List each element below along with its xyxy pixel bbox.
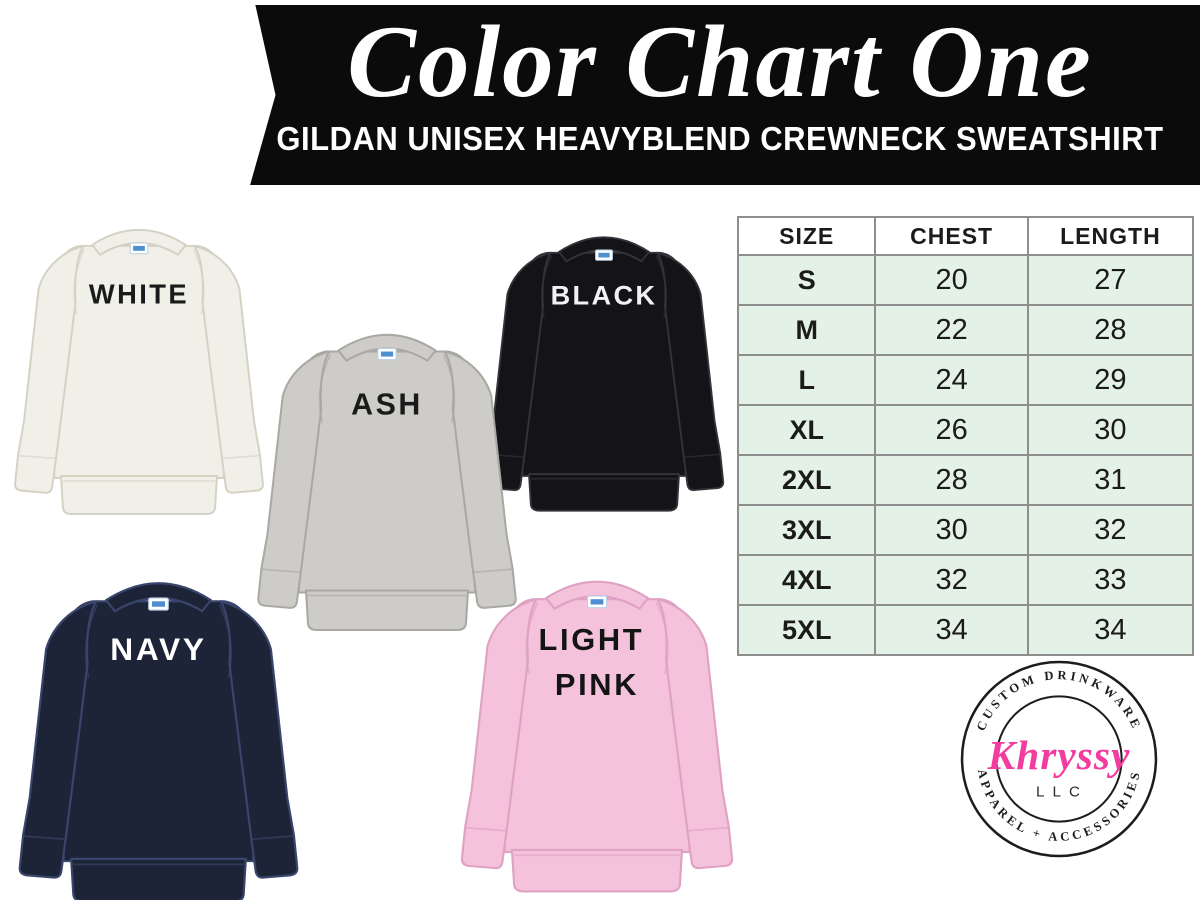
sleeve-left: [257, 350, 331, 609]
cell-length: 32: [1026, 504, 1195, 556]
size-chart-table: SIZE CHEST LENGTH S 20 27 M 22 28 L 24 2…: [736, 216, 1195, 656]
cell-length: 34: [1026, 604, 1195, 656]
collar: [544, 580, 650, 610]
cell-chest: 30: [874, 504, 1029, 556]
waistband: [510, 848, 684, 893]
cell-chest: 22: [874, 304, 1029, 356]
sleeve-right: [656, 251, 725, 492]
logo-llc-text: LLC: [1036, 783, 1088, 800]
cell-size: M: [736, 304, 877, 356]
sweatshirt-white: WHITE: [0, 174, 295, 546]
sleeve-right: [193, 244, 264, 494]
sweatshirt-graphic: BLACK: [483, 236, 725, 512]
collar: [337, 333, 437, 362]
sleeve-right: [443, 350, 517, 609]
table-row: L 24 29: [736, 354, 1195, 406]
cell-chest: 34: [874, 604, 1029, 656]
color-label: ASH: [351, 388, 423, 421]
collar: [91, 228, 187, 256]
cell-size: 4XL: [736, 554, 877, 606]
gildan-neck-tag: [129, 242, 149, 255]
cell-size: 2XL: [736, 454, 877, 506]
gildan-neck-tag: [377, 347, 397, 361]
cell-length: 31: [1026, 454, 1195, 506]
cell-size: S: [736, 254, 877, 306]
cell-size: 5XL: [736, 604, 877, 656]
sweatshirt-graphic: NAVY: [18, 582, 299, 900]
sweatshirt-navy: NAVY: [0, 538, 336, 900]
sweatshirt-graphic: LIGHT PINK: [460, 580, 734, 893]
logo-brand-name: Khryssy: [987, 732, 1131, 778]
logo-arc-top-text: CUSTOM DRINKWARE: [974, 668, 1145, 733]
banner-subtitle: GILDAN UNISEX HEAVYBLEND CREWNECK SWEATS…: [276, 119, 1164, 158]
table-row: 2XL 28 31: [736, 454, 1195, 506]
cell-chest: 26: [874, 404, 1029, 456]
sweatshirt-black: BLACK: [454, 179, 754, 546]
sleeve-right: [656, 598, 734, 870]
column-header-chest: CHEST: [874, 216, 1029, 256]
cell-chest: 28: [874, 454, 1029, 506]
waistband: [304, 589, 470, 631]
table-header-row: SIZE CHEST LENGTH: [736, 216, 1195, 256]
banner-title: Color Chart One: [347, 5, 1093, 119]
waistband: [528, 473, 680, 512]
cell-length: 29: [1026, 354, 1195, 406]
cell-size: L: [736, 354, 877, 406]
cell-chest: 24: [874, 354, 1029, 406]
collar: [105, 582, 212, 613]
cell-length: 28: [1026, 304, 1195, 356]
color-label: BLACK: [551, 279, 658, 310]
logo-inner-ring: [995, 695, 1123, 823]
cell-length: 27: [1026, 254, 1195, 306]
cell-size: XL: [736, 404, 877, 456]
cell-chest: 20: [874, 254, 1029, 306]
logo-outer-ring: [960, 660, 1158, 858]
sleeve-left: [460, 598, 538, 870]
sweatshirt-graphic: ASH: [257, 333, 517, 631]
color-label: NAVY: [110, 631, 206, 667]
header-banner: Color Chart One GILDAN UNISEX HEAVYBLEND…: [250, 5, 1200, 185]
cell-size: 3XL: [736, 504, 877, 556]
table-row: M 22 28: [736, 304, 1195, 356]
waistband: [70, 857, 247, 900]
cell-length: 33: [1026, 554, 1195, 606]
table-row: S 20 27: [736, 254, 1195, 306]
gildan-neck-tag: [586, 595, 608, 609]
sweatshirt-graphic: WHITE: [14, 228, 264, 516]
color-label: WHITE: [89, 278, 189, 309]
table-row: 5XL 34 34: [736, 604, 1195, 656]
collar: [558, 236, 650, 263]
color-label: LIGHT PINK: [539, 622, 656, 702]
column-header-size: SIZE: [736, 216, 877, 256]
cell-length: 30: [1026, 404, 1195, 456]
sleeve-left: [14, 244, 85, 494]
sweatshirt-light-pink: LIGHT PINK: [427, 532, 767, 900]
gildan-neck-tag: [595, 249, 613, 261]
table-row: 4XL 32 33: [736, 554, 1195, 606]
brand-logo: CUSTOM DRINKWARE APPAREL + ACCESSORIES K…: [958, 658, 1160, 860]
table-row: 3XL 30 32: [736, 504, 1195, 556]
column-header-length: LENGTH: [1026, 216, 1195, 256]
sweatshirt-ash: ASH: [225, 280, 549, 660]
gildan-neck-tag: [148, 597, 169, 611]
waistband: [60, 475, 218, 516]
cell-chest: 32: [874, 554, 1029, 606]
table-row: XL 26 30: [736, 404, 1195, 456]
